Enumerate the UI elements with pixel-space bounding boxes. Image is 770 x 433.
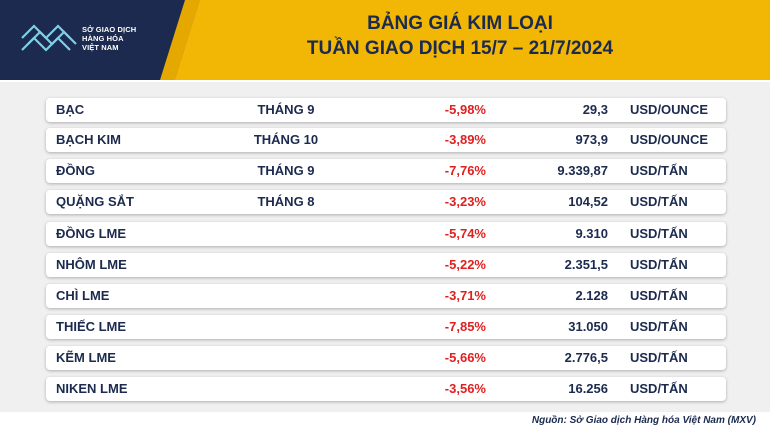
price-unit: USD/OUNCE bbox=[630, 132, 709, 147]
mxv-logo: SỞ GIAO DỊCH HÀNG HÓA VIỆT NAM bbox=[20, 16, 170, 60]
metal-name: CHÌ LME bbox=[56, 288, 110, 303]
header-background bbox=[0, 0, 770, 80]
price-unit: USD/TẤN bbox=[630, 226, 688, 241]
mxv-logo-icon bbox=[21, 24, 77, 52]
weekly-change: -3,89% bbox=[444, 132, 486, 147]
price-unit: USD/OUNCE bbox=[630, 102, 709, 117]
weekly-change: -7,76% bbox=[444, 163, 486, 178]
price-unit: USD/TẤN bbox=[630, 288, 688, 303]
table-row: NHÔM LME -5,22% 2.351,5 USD/TẤN bbox=[46, 253, 726, 277]
title-line-1: BẢNG GIÁ KIM LOẠI bbox=[367, 13, 553, 34]
price-unit: USD/TẤN bbox=[630, 194, 688, 209]
contract-month: THÁNG 9 bbox=[257, 163, 315, 178]
metal-name: BẠCH KIM bbox=[56, 132, 121, 147]
price-table: BẠC THÁNG 9 -5,98% 29,3 USD/OUNCE BẠCH K… bbox=[0, 82, 770, 412]
metal-name: ĐỒNG bbox=[56, 163, 95, 178]
price-unit: USD/TẤN bbox=[630, 350, 688, 365]
price-value: 2.351,5 bbox=[564, 257, 608, 272]
price-value: 9.310 bbox=[575, 226, 608, 241]
source-note: Nguồn: Sở Giao dịch Hàng hóa Việt Nam (M… bbox=[531, 415, 756, 426]
contract-month: THÁNG 8 bbox=[257, 194, 315, 209]
table-row: CHÌ LME -3,71% 2.128 USD/TẤN bbox=[46, 284, 726, 308]
weekly-change: -5,98% bbox=[444, 102, 486, 117]
price-value: 16.256 bbox=[568, 381, 608, 396]
weekly-change: -5,74% bbox=[444, 226, 486, 241]
metal-name: BẠC bbox=[56, 102, 85, 117]
metal-name: THIẾC LME bbox=[56, 319, 127, 334]
weekly-change: -3,23% bbox=[444, 194, 486, 209]
price-value: 2.776,5 bbox=[564, 350, 608, 365]
weekly-change: -3,71% bbox=[444, 288, 486, 303]
price-value: 31.050 bbox=[568, 319, 608, 334]
price-value: 29,3 bbox=[582, 102, 608, 117]
logo-line-3: VIỆT NAM bbox=[82, 42, 119, 52]
metal-name: QUẶNG SẮT bbox=[56, 194, 134, 209]
weekly-change: -5,22% bbox=[444, 257, 486, 272]
table-row: ĐỒNG THÁNG 9 -7,76% 9.339,87 USD/TẤN bbox=[46, 159, 726, 183]
price-value: 973,9 bbox=[575, 132, 608, 147]
logo-line-1: SỞ GIAO DỊCH bbox=[82, 24, 137, 34]
metal-name: ĐỒNG LME bbox=[56, 226, 127, 241]
table-row: BẠC THÁNG 9 -5,98% 29,3 USD/OUNCE bbox=[46, 98, 726, 122]
price-value: 9.339,87 bbox=[557, 163, 608, 178]
price-unit: USD/TẤN bbox=[630, 257, 688, 272]
table-row: ĐỒNG LME -5,74% 9.310 USD/TẤN bbox=[46, 222, 726, 246]
price-unit: USD/TẤN bbox=[630, 381, 688, 396]
page-title: BẢNG GIÁ KIM LOẠI TUẦN GIAO DỊCH 15/7 – … bbox=[200, 12, 720, 61]
table-row: BẠCH KIM THÁNG 10 -3,89% 973,9 USD/OUNCE bbox=[46, 128, 726, 152]
contract-month: THÁNG 10 bbox=[253, 132, 319, 147]
logo-text: SỞ GIAO DỊCH HÀNG HÓA VIỆT NAM bbox=[82, 25, 136, 52]
metal-name: NIKEN LME bbox=[56, 381, 128, 396]
price-unit: USD/TẤN bbox=[630, 319, 688, 334]
price-unit: USD/TẤN bbox=[630, 163, 688, 178]
logo-line-2: HÀNG HÓA bbox=[82, 33, 124, 43]
price-value: 104,52 bbox=[568, 194, 608, 209]
weekly-change: -3,56% bbox=[444, 381, 486, 396]
contract-month: THÁNG 9 bbox=[257, 102, 315, 117]
table-row: THIẾC LME -7,85% 31.050 USD/TẤN bbox=[46, 315, 726, 339]
title-line-2: TUẦN GIAO DỊCH 15/7 – 21/7/2024 bbox=[306, 38, 614, 59]
table-row: QUẶNG SẮT THÁNG 8 -3,23% 104,52 USD/TẤN bbox=[46, 190, 726, 214]
weekly-change: -5,66% bbox=[444, 350, 486, 365]
metal-name: NHÔM LME bbox=[56, 257, 127, 272]
table-row: NIKEN LME -3,56% 16.256 USD/TẤN bbox=[46, 377, 726, 401]
metal-name: KẼM LME bbox=[56, 350, 116, 365]
header-banner: SỞ GIAO DỊCH HÀNG HÓA VIỆT NAM BẢNG GIÁ … bbox=[0, 0, 770, 80]
price-value: 2.128 bbox=[575, 288, 608, 303]
weekly-change: -7,85% bbox=[444, 319, 486, 334]
table-row: KẼM LME -5,66% 2.776,5 USD/TẤN bbox=[46, 346, 726, 370]
